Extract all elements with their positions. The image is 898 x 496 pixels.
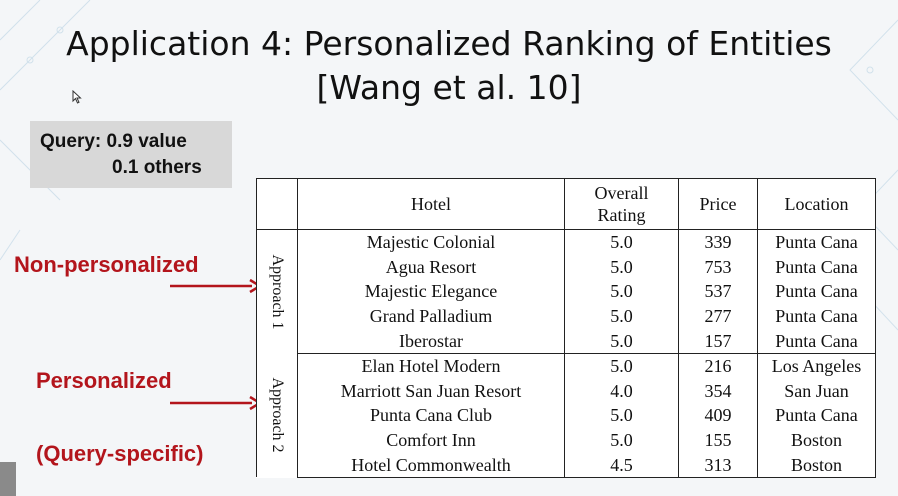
rating-cell: 5.0: [564, 229, 679, 255]
price-cell: 216: [678, 353, 758, 379]
rating-header: Overall Rating: [564, 178, 679, 230]
arrow-right-icon: [170, 278, 262, 294]
arrow-right-icon: [170, 395, 262, 411]
hotel-cell: Majestic Elegance: [297, 279, 565, 304]
title-line-2: [Wang et al. 10]: [316, 68, 582, 107]
location-header: Location: [757, 178, 876, 230]
price-cell: 313: [678, 452, 758, 478]
location-cell: Punta Cana: [757, 303, 876, 329]
rating-cell: 5.0: [564, 254, 679, 280]
query-line-2: 0.1 others: [112, 157, 202, 178]
price-cell: 409: [678, 403, 758, 428]
location-cell: Punta Cana: [757, 403, 876, 428]
approach-1-label: Approach 1: [269, 254, 286, 330]
location-cell: Boston: [757, 452, 876, 478]
query-box: Query: 0.9 value 0.1 others: [30, 121, 232, 188]
hotel-header: Hotel: [297, 178, 565, 230]
location-cell: San Juan: [757, 378, 876, 404]
rating-cell: 5.0: [564, 303, 679, 329]
hotel-cell: Majestic Colonial: [297, 229, 565, 255]
approach-2-label: Approach 2: [269, 377, 286, 453]
table-row: Comfort Inn 5.0 155 Boston: [257, 427, 876, 453]
price-cell: 277: [678, 303, 758, 329]
query-specific-label: (Query-specific): [36, 441, 204, 466]
hotel-cell: Elan Hotel Modern: [297, 353, 565, 379]
table-row: Hotel Commonwealth 4.5 313 Boston: [257, 452, 876, 478]
price-header: Price: [678, 178, 758, 230]
hotel-cell: Iberostar: [297, 328, 565, 354]
mouse-pointer-icon: [72, 90, 82, 104]
price-cell: 157: [678, 328, 758, 354]
corner-widget: [0, 462, 16, 496]
rating-cell: 5.0: [564, 279, 679, 304]
hotel-cell: Grand Palladium: [297, 303, 565, 329]
table-header-row: Hotel Overall Rating Price Location: [256, 178, 876, 230]
location-cell: Los Angeles: [757, 353, 876, 379]
location-cell: Punta Cana: [757, 279, 876, 304]
approach-1-group: Approach 1 Majestic Colonial 5.0 339 Pun…: [256, 229, 876, 354]
approach-2-group: Approach 2 Elan Hotel Modern 5.0 216 Los…: [256, 353, 876, 478]
rating-cell: 5.0: [564, 403, 679, 428]
hotel-cell: Hotel Commonwealth: [297, 452, 565, 478]
approach-header: [256, 178, 298, 230]
rating-header-line-2: Rating: [597, 205, 646, 225]
table-row: Grand Palladium 5.0 277 Punta Cana: [257, 303, 876, 329]
approach-2-cell: Approach 2: [256, 353, 298, 478]
rating-cell: 5.0: [564, 427, 679, 453]
rating-cell: 5.0: [564, 353, 679, 379]
table-row: Approach 1 Majestic Colonial 5.0 339 Pun…: [256, 229, 876, 354]
slide-title: Application 4: Personalized Ranking of E…: [0, 22, 898, 110]
table-row: Iberostar 5.0 157 Punta Cana: [257, 328, 876, 354]
personalized-label: Personalized: [36, 368, 172, 393]
non-personalized-label: Non-personalized: [14, 252, 199, 277]
location-cell: Punta Cana: [757, 229, 876, 255]
rating-header-line-1: Overall: [594, 183, 649, 203]
table-row: Marriott San Juan Resort 4.0 354 San Jua…: [257, 378, 876, 404]
table-row: Majestic Elegance 5.0 537 Punta Cana: [257, 279, 876, 304]
rating-cell: 4.0: [564, 378, 679, 404]
location-cell: Punta Cana: [757, 328, 876, 354]
price-cell: 537: [678, 279, 758, 304]
approach-1-cell: Approach 1: [256, 229, 298, 354]
price-cell: 354: [678, 378, 758, 404]
price-cell: 155: [678, 427, 758, 453]
rating-cell: 4.5: [564, 452, 679, 478]
rating-cell: 5.0: [564, 328, 679, 354]
price-cell: 339: [678, 229, 758, 255]
hotel-cell: Agua Resort: [297, 254, 565, 280]
table-row: Approach 2 Elan Hotel Modern 5.0 216 Los…: [256, 353, 876, 478]
location-cell: Punta Cana: [757, 254, 876, 280]
query-line-1: Query: 0.9 value: [40, 131, 187, 152]
title-line-1: Application 4: Personalized Ranking of E…: [66, 24, 832, 63]
hotel-cell: Punta Cana Club: [297, 403, 565, 428]
table-row: Agua Resort 5.0 753 Punta Cana: [257, 254, 876, 280]
table-row: Punta Cana Club 5.0 409 Punta Cana: [257, 403, 876, 428]
hotel-cell: Comfort Inn: [297, 427, 565, 453]
price-cell: 753: [678, 254, 758, 280]
hotel-cell: Marriott San Juan Resort: [297, 378, 565, 404]
hotel-ranking-table: Hotel Overall Rating Price Location Appr…: [256, 178, 876, 478]
location-cell: Boston: [757, 427, 876, 453]
